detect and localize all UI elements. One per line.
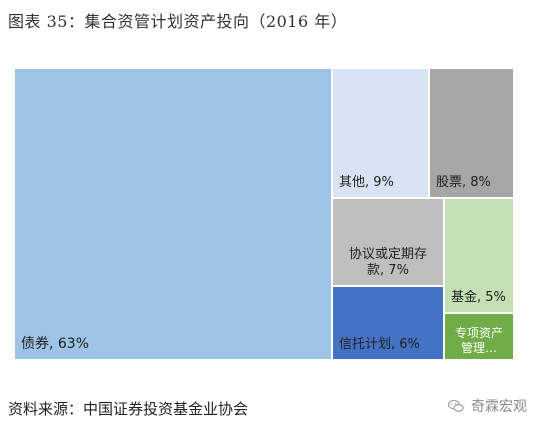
treemap-chart: 债券, 63% 其他, 9% 股票, 8% 协议或定期存 款, 7% 信托计划, 6% 基金… bbox=[14, 68, 514, 360]
treemap-tile-label: 债券, 63% bbox=[21, 335, 90, 352]
treemap-tile-label: 其他, 9% bbox=[339, 174, 394, 190]
treemap-tile: 股票, 8% bbox=[429, 68, 514, 198]
wechat-icon bbox=[447, 399, 464, 412]
treemap-tile-label: 股票, 8% bbox=[436, 174, 491, 190]
source-note: 资料来源：中国证券投资基金业协会 bbox=[8, 400, 249, 418]
watermark: 奇霖宏观 bbox=[447, 396, 527, 416]
treemap-tile-label: 协议或定期存 款, 7% bbox=[348, 246, 427, 278]
watermark-text: 奇霖宏观 bbox=[471, 399, 527, 415]
treemap-tile: 信托计划, 6% bbox=[332, 286, 444, 360]
chart-title: 图表 35：集合资管计划资产投向（2016 年） bbox=[8, 12, 348, 31]
treemap-tile: 债券, 63% bbox=[14, 68, 332, 360]
treemap-tile: 基金, 5% bbox=[444, 198, 514, 313]
treemap-tile-label: 基金, 5% bbox=[451, 289, 506, 305]
treemap-tile-label: 专项资产 管理… bbox=[454, 326, 503, 355]
treemap-tile: 专项资产 管理… bbox=[444, 313, 514, 360]
treemap-tile-label: 信托计划, 6% bbox=[339, 336, 420, 352]
treemap-tile: 协议或定期存 款, 7% bbox=[332, 198, 444, 286]
treemap-tile: 其他, 9% bbox=[332, 68, 429, 198]
